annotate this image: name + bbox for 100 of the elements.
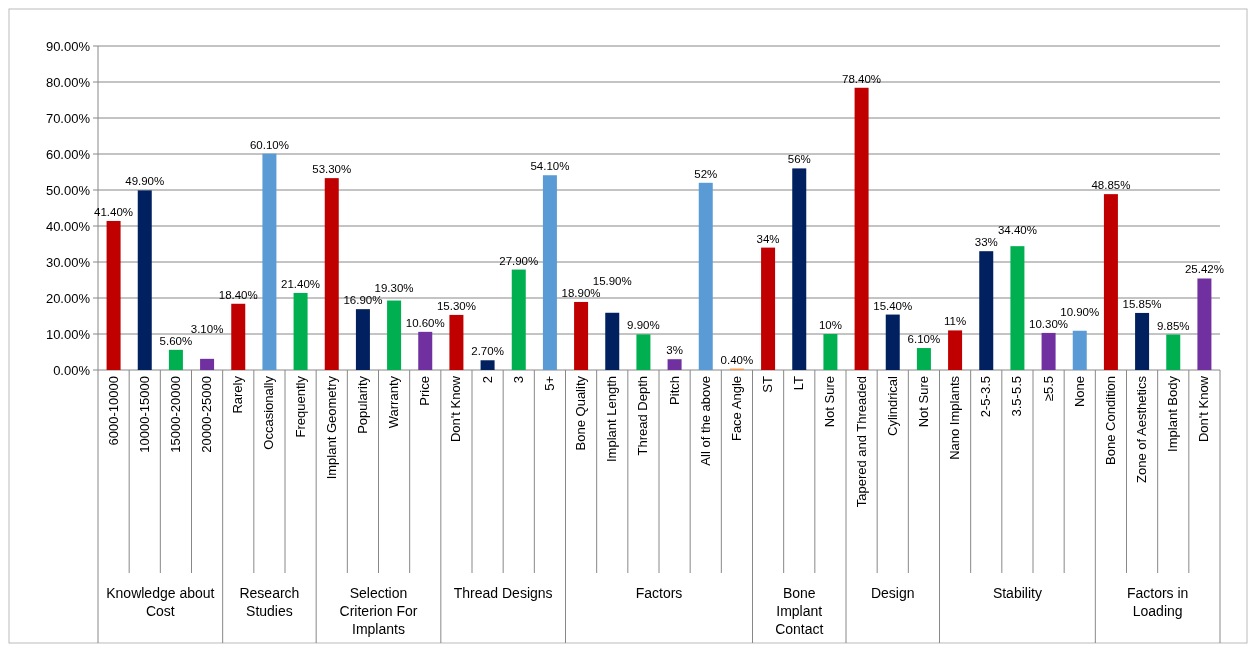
bar — [200, 358, 215, 370]
bar — [761, 247, 776, 370]
bar — [168, 349, 183, 370]
data-label: 15.40% — [873, 299, 913, 312]
data-label: 52% — [694, 167, 718, 180]
y-tick-label: 80.00% — [45, 74, 91, 90]
x-tick-label: Bone Quality — [573, 375, 589, 451]
data-label: 25.42% — [1184, 263, 1224, 276]
y-tick-label: 90.00% — [45, 38, 91, 54]
x-tick-label: Popularity — [354, 375, 370, 434]
data-label: 34.40% — [997, 224, 1037, 237]
x-tick-label: Thread Depth — [635, 376, 651, 456]
data-label: 18.40% — [218, 288, 258, 301]
x-tick-label: Implant Body — [1165, 375, 1181, 452]
bar — [1135, 312, 1150, 370]
bar — [885, 314, 900, 370]
bar — [792, 168, 807, 370]
text: Selection Criterion For Implants — [339, 585, 418, 637]
data-label: 10% — [818, 319, 842, 331]
x-tick-label: All of the above — [697, 376, 713, 466]
bar — [1166, 334, 1181, 370]
data-label: 16.90% — [343, 294, 383, 307]
x-tick-label: 20000-25000 — [199, 376, 215, 453]
text: Research Studies — [239, 585, 300, 619]
y-tick-label: 60.00% — [45, 146, 91, 162]
bar — [1010, 246, 1025, 370]
data-label: 10.90% — [1060, 305, 1100, 318]
y-tick-label: 10.00% — [45, 326, 91, 342]
text: Stability — [992, 585, 1042, 601]
data-label: 10.30% — [1029, 317, 1069, 330]
x-tick-label: ≥5.5 — [1040, 376, 1056, 402]
text: Bone Implant Contact — [775, 585, 824, 637]
data-label: 48.85% — [1091, 179, 1131, 192]
text: Knowledge about Cost — [106, 585, 215, 619]
text: Factors in Loading — [1126, 585, 1189, 619]
bar — [948, 330, 963, 370]
bar — [418, 331, 433, 370]
x-tick-label: Bone Condition — [1102, 376, 1118, 465]
x-tick-label: None — [1071, 376, 1087, 408]
bar — [1072, 330, 1087, 370]
bar — [106, 220, 121, 370]
data-label: 3.10% — [190, 322, 224, 335]
bar — [979, 251, 994, 370]
data-label: 0.40% — [720, 353, 754, 366]
data-label: 19.30% — [374, 282, 414, 295]
bar — [137, 190, 152, 370]
x-tick-label: Cylindrical — [884, 375, 900, 436]
data-label: 15.30% — [436, 299, 476, 312]
text: Thread Designs — [453, 585, 553, 601]
x-tick-label: Face Angle — [728, 376, 744, 442]
y-tick-label: 70.00% — [45, 110, 91, 126]
bar — [916, 348, 931, 370]
x-tick-label: Price — [417, 376, 433, 406]
x-tick-label: Warranty — [386, 375, 402, 429]
data-label: 9.85% — [1156, 319, 1190, 332]
data-label: 5.60% — [159, 334, 193, 347]
data-label: 41.40% — [94, 205, 134, 218]
bar — [698, 182, 713, 370]
y-tick-label: 30.00% — [45, 254, 91, 270]
x-tick-label: ST — [760, 375, 776, 393]
data-label: 2.70% — [471, 345, 504, 358]
bar — [231, 303, 246, 370]
x-tick-label: Don't Know — [1196, 375, 1212, 443]
x-tick-label: Occasionally — [261, 375, 277, 450]
bar — [823, 334, 838, 370]
bar — [324, 178, 339, 370]
x-tick-label: Implant Geometry — [323, 375, 339, 480]
bar — [542, 175, 557, 370]
x-tick-label: LT — [791, 375, 807, 391]
y-tick-label: 20.00% — [45, 290, 91, 306]
data-label: 10.60% — [405, 316, 445, 329]
bar — [854, 87, 869, 370]
x-tick-label: Implant Length — [604, 376, 620, 463]
bar — [574, 301, 589, 370]
data-label: 60.10% — [249, 138, 289, 151]
data-label: 27.90% — [499, 254, 539, 267]
x-tick-label: Not Sure — [915, 376, 931, 428]
x-tick-label: 3 — [510, 376, 526, 384]
x-tick-label: 6000-10000 — [105, 376, 121, 446]
x-tick-label: 2-5-3.5 — [978, 376, 994, 418]
y-tick-label: 0.00% — [53, 362, 91, 378]
x-tick-label: 15000-20000 — [167, 376, 183, 453]
bar — [1103, 194, 1118, 370]
text: Factors — [635, 585, 683, 601]
data-label: 49.90% — [125, 175, 165, 188]
bar — [293, 292, 308, 370]
bar — [511, 269, 526, 370]
y-tick-label: 50.00% — [45, 182, 91, 198]
x-tick-label: Don't Know — [448, 375, 464, 443]
x-tick-label: Rarely — [230, 375, 246, 414]
data-label: 54.10% — [530, 160, 570, 173]
bar — [387, 300, 402, 370]
text: Design — [870, 585, 915, 601]
data-label: 53.30% — [312, 163, 352, 176]
bar — [636, 334, 651, 370]
data-label: 3% — [666, 344, 683, 357]
bar — [605, 312, 620, 370]
x-tick-label: 2 — [479, 376, 495, 384]
data-label: 9.90% — [627, 319, 660, 332]
x-tick-label: 3.5-5.5 — [1009, 376, 1025, 417]
